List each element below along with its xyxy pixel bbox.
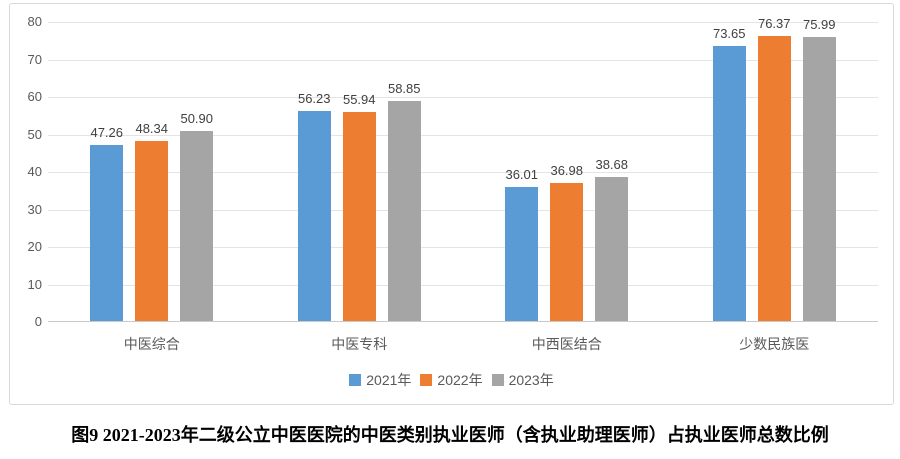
bar-value-label: 47.26	[90, 124, 124, 140]
bar-value-label: 73.65	[712, 25, 746, 41]
legend-swatch-icon	[491, 374, 504, 386]
gridline	[48, 172, 878, 173]
x-axis-category-labels: 中医综合 中医专科 中西医结合 少数民族医	[48, 334, 878, 354]
bar: 56.23	[297, 91, 331, 322]
bar: 48.34	[135, 121, 169, 322]
bar: 76.37	[757, 16, 791, 322]
bar-chart: 47.26 48.34 50.90 56.23 55.94 58.85 36.01 36.98…	[9, 3, 894, 405]
legend-label: 2021年	[366, 372, 412, 388]
y-tick-label: 50	[27, 126, 42, 142]
gridline	[48, 97, 878, 98]
bar-group: 36.01 36.98 38.68	[463, 22, 671, 322]
bar-value-label: 58.85	[387, 81, 421, 97]
x-category-label: 中医综合	[123, 336, 180, 352]
y-tick-label: 20	[27, 239, 42, 254]
y-tick-label: 0	[34, 314, 42, 329]
legend-label: 2023年	[508, 372, 554, 388]
bar-groups: 47.26 48.34 50.90 56.23 55.94 58.85 36.01 36.98…	[48, 16, 879, 322]
bar-value-label: 48.34	[135, 120, 169, 136]
gridline	[48, 59, 878, 61]
y-tick-label: 40	[27, 164, 42, 179]
y-tick-label: 60	[27, 89, 42, 104]
bar: 75.99	[802, 17, 836, 322]
bar-value-label: 56.23	[297, 91, 331, 107]
x-axis-line	[48, 321, 878, 322]
legend-item: 2022年	[420, 370, 483, 390]
bar-value-label: 55.94	[342, 92, 376, 108]
bar-value-label: 76.37	[757, 15, 791, 31]
legend-label: 2022年	[437, 372, 483, 388]
bar: 38.68	[595, 157, 629, 322]
bar: 36.98	[550, 163, 584, 322]
bar-value-label: 36.01	[505, 166, 539, 182]
bar: 47.26	[90, 125, 124, 322]
x-category-label: 少数民族医	[739, 336, 810, 352]
legend-item: 2023年	[491, 370, 554, 390]
bar-value-label: 36.98	[550, 163, 584, 179]
gridline	[48, 22, 878, 23]
y-tick-label: 80	[27, 14, 42, 29]
bar-value-label: 38.68	[595, 156, 629, 172]
legend-swatch-icon	[420, 374, 433, 386]
x-category-label: 中西医结合	[531, 336, 602, 352]
x-category-label: 中医专科	[331, 336, 388, 352]
legend-item: 2021年	[349, 370, 411, 390]
bar-group: 56.23 55.94 58.85	[256, 22, 464, 322]
gridline	[48, 247, 878, 248]
legend-swatch-icon	[349, 374, 362, 386]
bar-group: 47.26 48.34 50.90	[48, 22, 256, 322]
gridline	[48, 284, 878, 286]
bar-value-label: 50.90	[180, 111, 214, 127]
bar: 73.65	[712, 26, 746, 322]
y-tick-label: 70	[27, 51, 42, 67]
gridline	[48, 209, 878, 211]
y-tick-label: 30	[27, 201, 42, 217]
plot-area: 47.26 48.34 50.90 56.23 55.94 58.85 36.01 36.98…	[48, 16, 879, 322]
legend: 2021年 2022年 2023年	[10, 370, 893, 390]
bar: 36.01	[505, 167, 539, 322]
gridline	[48, 134, 878, 136]
y-tick-label: 10	[27, 276, 42, 292]
y-axis-tick-labels: 0 10 20 30 40 50 60 70 80	[16, 4, 42, 404]
bar: 55.94	[342, 92, 376, 322]
bar-group: 73.65 76.37 75.99	[671, 16, 879, 322]
bar: 50.90	[180, 111, 214, 322]
bar-value-label: 75.99	[802, 17, 836, 33]
bar: 58.85	[387, 81, 421, 322]
figure-caption: 图9 2021-2023年二级公立中医医院的中医类别执业医师（含执业助理医师）占…	[71, 425, 829, 445]
